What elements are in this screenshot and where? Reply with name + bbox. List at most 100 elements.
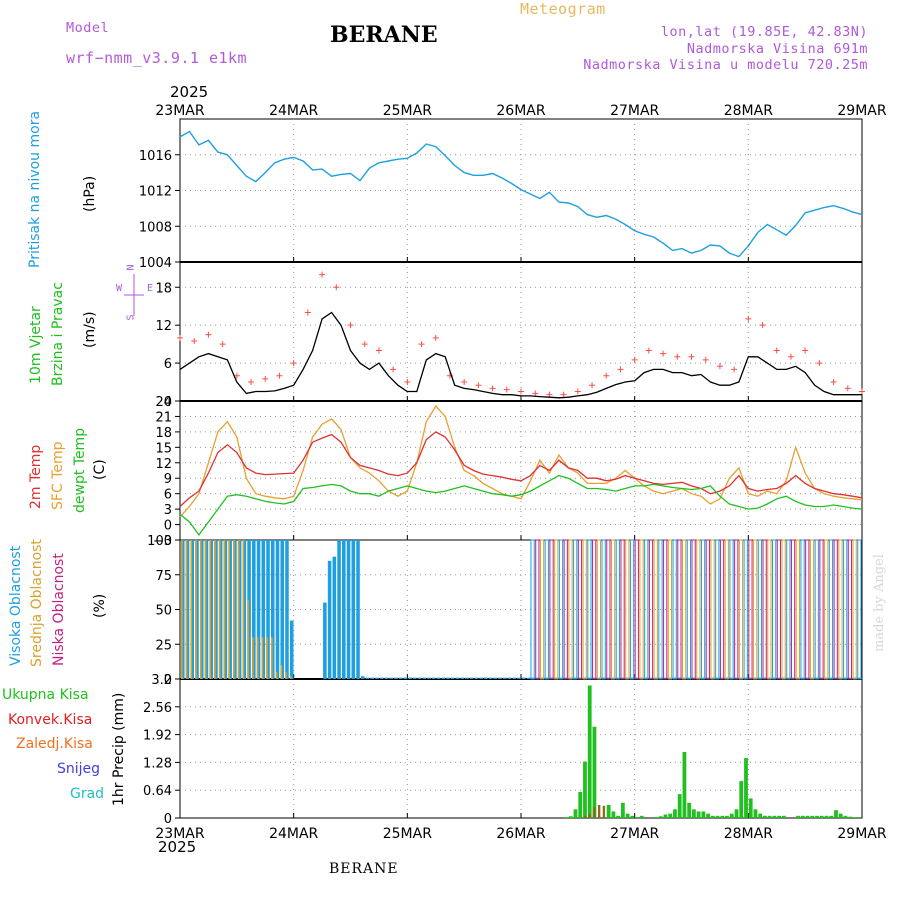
cloud-high-bar bbox=[635, 677, 640, 679]
cloud-late-bar bbox=[828, 539, 834, 680]
cloud-mid-bar bbox=[233, 540, 235, 679]
cloud-high-bar bbox=[820, 677, 824, 679]
cloud-high-bar bbox=[683, 677, 687, 679]
cloud-high-bar bbox=[716, 677, 720, 679]
ytick-wind: 0 bbox=[164, 395, 172, 410]
cloud-high-bar bbox=[195, 540, 199, 679]
cloud-high-bar bbox=[252, 540, 256, 679]
precip-total-bar bbox=[744, 758, 748, 818]
precip-total-bar bbox=[843, 815, 848, 818]
cloud-high-bar bbox=[389, 677, 393, 679]
cloud-high-bar bbox=[555, 677, 559, 679]
precip-total-bar bbox=[625, 813, 630, 818]
ytick-clouds: 75 bbox=[155, 569, 172, 584]
cloud-late-bar bbox=[762, 539, 767, 680]
rose-arrows bbox=[124, 274, 144, 316]
cloud-high-bar bbox=[507, 677, 512, 679]
gust-point bbox=[674, 353, 681, 360]
precip-total-bar bbox=[687, 802, 692, 818]
precip-total-bar bbox=[715, 815, 720, 818]
precip-total-bar bbox=[578, 791, 583, 818]
cloud-high-bar bbox=[744, 677, 749, 679]
cloud-high-bar bbox=[829, 677, 834, 679]
cloud-late-bar bbox=[753, 539, 758, 680]
gust-point bbox=[859, 388, 865, 395]
cloud-high-bar bbox=[607, 677, 611, 679]
cloud-late-bar bbox=[549, 539, 554, 680]
cloud-high-bar bbox=[427, 677, 431, 679]
cloud-high-bar bbox=[228, 540, 232, 679]
gust-point bbox=[574, 388, 581, 395]
cloud-mid-bar bbox=[195, 540, 197, 679]
gust-point bbox=[489, 385, 496, 392]
gust-point bbox=[560, 391, 567, 398]
precip-total-bar bbox=[620, 802, 625, 818]
cloud-late-bar bbox=[620, 539, 625, 680]
cloud-high-bar bbox=[640, 677, 644, 679]
precip-total-bar bbox=[829, 815, 834, 818]
cloud-high-bar bbox=[256, 540, 261, 679]
cloud-late-bar bbox=[686, 539, 692, 680]
cloud-high-bar bbox=[332, 556, 337, 679]
cloud-late-bar bbox=[738, 539, 744, 680]
cloud-high-bar bbox=[280, 540, 285, 679]
cloud-high-bar bbox=[825, 677, 829, 679]
precip-total-bar bbox=[583, 761, 587, 818]
cloud-late-bar bbox=[582, 539, 587, 680]
precip-total-bar bbox=[848, 816, 853, 818]
cloud-high-bar bbox=[796, 677, 801, 679]
cloud-high-bar bbox=[597, 677, 602, 679]
cloud-high-bar bbox=[398, 677, 403, 679]
cloud-late-bar bbox=[790, 539, 796, 680]
precip-total-bar bbox=[819, 815, 824, 818]
cloud-high-bar bbox=[403, 677, 408, 679]
cloud-high-bar bbox=[848, 677, 853, 679]
cloud-late-bar bbox=[809, 539, 815, 680]
xtick-label-top: 23MAR bbox=[155, 103, 204, 119]
cloud-mid-bar bbox=[275, 672, 278, 679]
cloud-high-bar bbox=[531, 677, 536, 679]
cloud-late-bar bbox=[857, 539, 862, 680]
cloud-mid-bar bbox=[280, 665, 283, 679]
cloud-mid-bar bbox=[218, 540, 221, 679]
cloud-high-bar bbox=[545, 677, 550, 679]
gust-point bbox=[205, 331, 212, 338]
cloud-late-bar bbox=[734, 539, 739, 680]
cloud-late-bar bbox=[843, 539, 848, 680]
cloud-high-bar bbox=[815, 677, 820, 679]
cloud-high-bar bbox=[616, 677, 621, 679]
ytick-clouds: 50 bbox=[155, 604, 172, 619]
gust-point bbox=[276, 372, 283, 379]
precip-total-bar bbox=[853, 817, 857, 818]
precip-total-bar bbox=[587, 685, 592, 818]
cloud-high-bar bbox=[758, 677, 763, 679]
cloud-high-bar bbox=[630, 677, 635, 679]
model-value: wrf−nmm_v3.9.1 e1km bbox=[66, 49, 248, 67]
cloud-high-bar bbox=[266, 540, 270, 679]
precip-total-bar bbox=[606, 804, 611, 818]
cloud-high-bar bbox=[370, 677, 374, 679]
cloud-high-bar bbox=[697, 677, 701, 679]
cloud-late-bar bbox=[610, 539, 616, 680]
ytick-pressure: 1008 bbox=[139, 220, 172, 235]
cloud-mid-bar bbox=[214, 540, 216, 679]
ytick-temperature: −3 bbox=[153, 534, 172, 549]
cloud-high-bar bbox=[782, 677, 787, 679]
cloud-late-bar bbox=[563, 539, 568, 680]
precip-total-label: Ukupna Kisa bbox=[2, 687, 89, 703]
cloud-late-bar bbox=[852, 539, 857, 680]
ytick-temperature: 0 bbox=[164, 519, 172, 534]
cloud-late-bar bbox=[710, 539, 715, 680]
precip-conv-bar bbox=[583, 815, 587, 818]
precip-total-bar bbox=[781, 815, 786, 818]
cloud-high-bar bbox=[323, 602, 327, 679]
cloud-late-bar bbox=[800, 539, 805, 680]
cloud-late-bar bbox=[539, 539, 545, 680]
cloud-high-bar bbox=[214, 540, 218, 679]
precip-total-bar bbox=[611, 811, 616, 818]
cloud-high-bar bbox=[275, 540, 280, 679]
precip-conv-label: Konvek.Kisa bbox=[8, 712, 93, 728]
precip-total-bar bbox=[758, 813, 763, 818]
cloud-high-bar bbox=[432, 677, 436, 679]
